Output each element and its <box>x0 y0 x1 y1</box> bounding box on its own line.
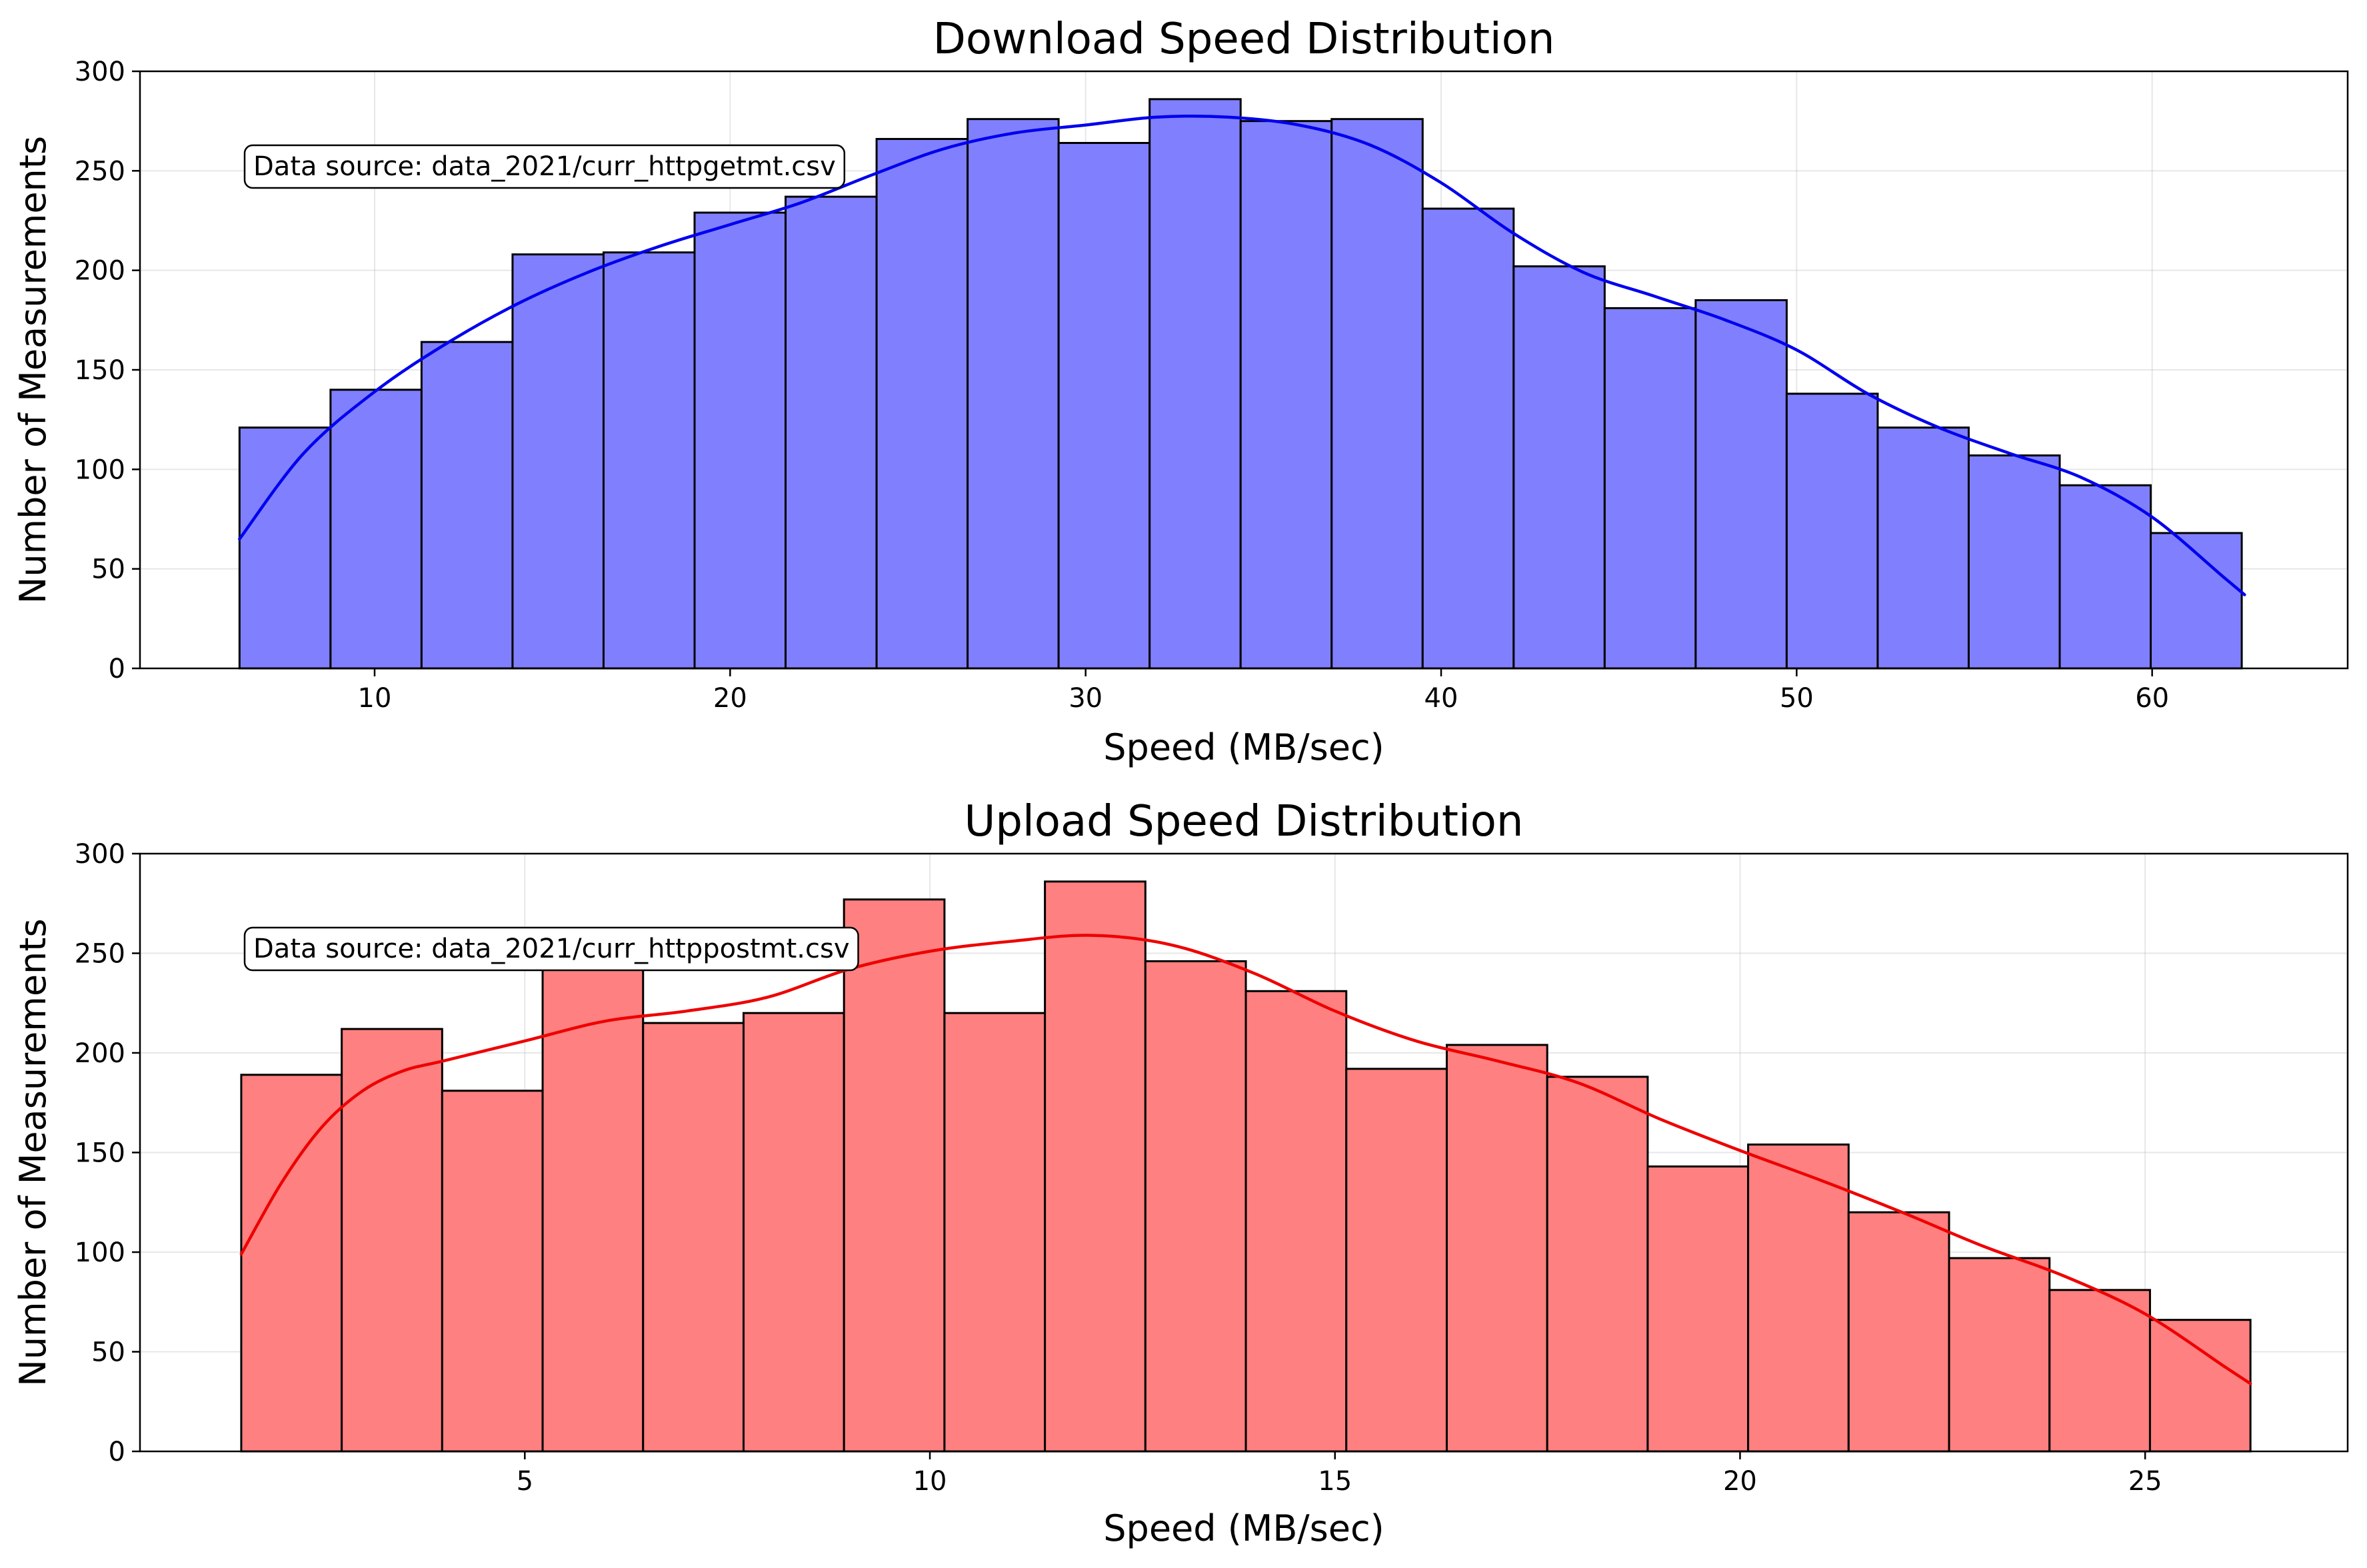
x-tick-label: 5 <box>517 1466 533 1497</box>
annotation-box <box>243 144 846 189</box>
y-tick-label: 50 <box>91 1337 125 1368</box>
histogram-bar <box>843 898 946 1453</box>
histogram-bar <box>943 1012 1047 1453</box>
y-tick-label: 150 <box>75 355 125 386</box>
x-tick-label: 15 <box>1318 1466 1352 1497</box>
histogram-bar <box>1421 207 1515 670</box>
data-source-annotation: Data source: data_2021/curr_httpgetmt.cs… <box>243 144 846 189</box>
histogram-bar <box>1603 307 1697 670</box>
x-axis-label: Speed (MB/sec) <box>1103 1507 1384 1549</box>
download-speed-panel: 10 20 30 40 50 60 0 50 100 150 200 250 300 Download S… <box>12 15 2349 768</box>
histogram-bar <box>240 1074 343 1453</box>
histogram-bar <box>1876 426 1970 670</box>
histogram-bar <box>875 138 969 670</box>
histogram-bar <box>1546 1076 1649 1453</box>
histogram-bar <box>1445 1044 1548 1453</box>
x-tick-label: 25 <box>2128 1466 2162 1497</box>
x-tick-label: 60 <box>2135 683 2169 714</box>
histogram-bar <box>1948 1257 2051 1453</box>
chart-title: Download Speed Distribution <box>933 15 1555 64</box>
y-tick-label: 300 <box>75 839 125 870</box>
histogram-bar <box>1144 960 1247 1453</box>
histogram-bar <box>602 251 696 670</box>
histogram-bar <box>1646 1165 1750 1453</box>
histogram-bar <box>238 426 332 670</box>
histogram-bar <box>693 211 787 670</box>
kde-curve <box>238 114 2246 596</box>
annotation-text: Data source: data_2021/curr_httpgetmt.cs… <box>253 151 836 182</box>
y-axis-label: Number of Measurements <box>12 918 54 1386</box>
y-tick-label: 0 <box>109 654 125 684</box>
y-axis-label: Number of Measurements <box>12 136 54 604</box>
x-tick-label: 20 <box>1723 1466 1757 1497</box>
histogram-bar <box>742 1012 845 1453</box>
histogram-bar <box>1785 392 1879 670</box>
histogram-bar <box>1747 1144 1850 1453</box>
y-tick-label: 200 <box>75 1038 125 1069</box>
y-tick-label: 50 <box>91 554 125 585</box>
histogram-bar <box>1694 299 1788 670</box>
y-tick-label: 0 <box>109 1437 125 1467</box>
x-tick-label: 10 <box>358 683 392 714</box>
y-tick-label: 250 <box>75 939 125 970</box>
histogram-bar <box>1244 990 1348 1453</box>
histogram-bar <box>1847 1211 1950 1453</box>
histogram-bar <box>2150 532 2243 670</box>
histogram-bar <box>1044 880 1147 1453</box>
x-tick-label: 10 <box>913 1466 947 1497</box>
histogram-bar <box>967 118 1060 670</box>
histogram-bar <box>1967 454 2061 670</box>
histogram-bar <box>1239 120 1333 670</box>
x-tick-label: 50 <box>1780 683 1814 714</box>
histogram-bar <box>1512 265 1606 670</box>
histogram-bar <box>329 389 423 670</box>
data-source-annotation: Data source: data_2021/curr_httppostmt.c… <box>243 926 859 972</box>
x-tick-label: 40 <box>1424 683 1458 714</box>
histogram-bar <box>341 1028 443 1453</box>
histogram-bar <box>541 962 645 1453</box>
histogram-bar <box>2048 1289 2151 1453</box>
histogram-bar <box>2058 484 2152 670</box>
histogram-bar <box>642 1022 745 1453</box>
histogram-bar <box>785 195 878 670</box>
y-tick-label: 250 <box>75 156 125 187</box>
histogram-bar <box>1345 1068 1448 1453</box>
histogram-bar <box>1149 98 1242 670</box>
histogram-bar <box>511 253 605 670</box>
kde-curve <box>239 934 2252 1385</box>
y-tick-label: 300 <box>75 57 125 87</box>
y-tick-label: 100 <box>75 1237 125 1268</box>
x-tick-label: 20 <box>713 683 747 714</box>
y-tick-label: 100 <box>75 454 125 485</box>
annotation-box <box>243 926 859 972</box>
histogram-bar <box>1330 118 1424 670</box>
y-tick-label: 150 <box>75 1138 125 1169</box>
chart-title: Upload Speed Distribution <box>965 797 1524 846</box>
histogram-bar <box>2148 1319 2252 1453</box>
annotation-text: Data source: data_2021/curr_httppostmt.c… <box>253 934 850 964</box>
histogram-bar <box>420 341 514 670</box>
x-axis-label: Speed (MB/sec) <box>1103 726 1384 768</box>
histogram-bar <box>441 1090 544 1453</box>
histogram-bar <box>1057 142 1151 670</box>
y-tick-label: 200 <box>75 256 125 287</box>
x-tick-label: 30 <box>1069 683 1103 714</box>
